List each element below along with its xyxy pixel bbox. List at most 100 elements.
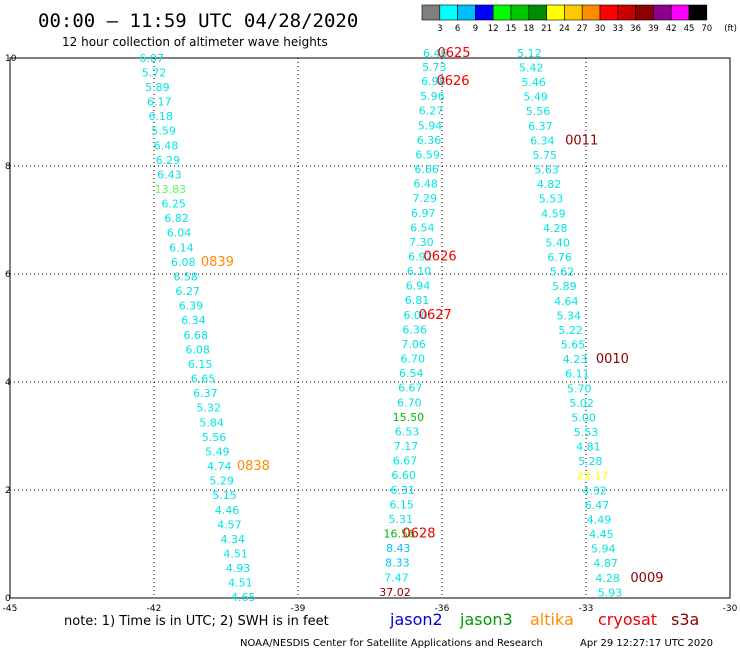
swh-value-label: 5.31 xyxy=(388,513,413,526)
swh-value-label: 5.65 xyxy=(561,339,586,352)
swh-value-label: 4.65 xyxy=(231,591,256,604)
swh-value-label: 6.07 xyxy=(139,52,164,65)
swh-value-label: 5.29 xyxy=(209,475,234,488)
swh-value-label: 4.81 xyxy=(576,441,601,454)
swh-value-label: 4.46 xyxy=(215,504,240,517)
legend-jason3: jason3 xyxy=(459,610,513,629)
swh-value-label: 6.25 xyxy=(161,198,186,211)
time-label: 0628 xyxy=(402,527,435,542)
swh-value-label: 6.27 xyxy=(175,285,200,298)
colorbar-label: (ft) xyxy=(724,24,737,34)
swh-value-label: 6.48 xyxy=(154,139,179,152)
swh-value-label: 6.47 xyxy=(585,499,610,512)
swh-value-label: 6.18 xyxy=(148,110,173,123)
swh-value-label: 4.64 xyxy=(554,295,579,308)
wave-height-marks: 6.075.725.896.176.185.596.486.296.4313.8… xyxy=(139,46,663,604)
swh-value-label: 4.51 xyxy=(228,577,253,590)
swh-value-label: 6.46 xyxy=(423,47,448,60)
swh-value-label: 4.74 xyxy=(207,460,232,473)
colorbar-swatch xyxy=(475,4,494,21)
colorbar-label: 12 xyxy=(488,24,499,34)
swh-value-label: 6.31 xyxy=(390,484,415,497)
y-tick-label: 2 xyxy=(5,486,11,496)
timestamp-text: Apr 29 12:27:17 UTC 2020 xyxy=(580,638,713,649)
swh-value-label: 6.81 xyxy=(405,294,430,307)
colorbar-label: 18 xyxy=(523,24,534,34)
y-tick-label: 6 xyxy=(5,270,11,280)
swh-value-label: 7.29 xyxy=(412,192,437,205)
swh-value-label: 6.98 xyxy=(421,75,446,88)
swh-value-label: 22.17 xyxy=(577,470,609,483)
swh-value-label: 5.62 xyxy=(550,266,575,279)
swh-value-label: 6.27 xyxy=(419,105,444,118)
colorbar-label: 33 xyxy=(612,24,623,34)
colorbar-label: 70 xyxy=(701,24,712,34)
legend-jason2: jason2 xyxy=(389,610,443,629)
swh-value-label: 4.34 xyxy=(220,533,245,546)
swh-value-label: 6.36 xyxy=(402,323,427,336)
swh-value-label: 4.32 xyxy=(582,484,607,497)
swh-value-label: 6.15 xyxy=(389,498,414,511)
x-tick-label: -42 xyxy=(147,604,162,614)
colorbar-label: 9 xyxy=(473,24,478,34)
swh-value-label: 5.49 xyxy=(523,91,548,104)
y-tick-label: 4 xyxy=(5,378,11,388)
colorbar-swatch xyxy=(528,4,547,21)
swh-value-label: 6.37 xyxy=(193,387,218,400)
swh-value-label: 7.06 xyxy=(401,338,426,351)
swh-value-label: 6.65 xyxy=(191,373,216,386)
chart-subtitle: 12 hour collection of altimeter wave hei… xyxy=(62,35,328,49)
time-label: 0626 xyxy=(436,74,469,89)
time-label: 0839 xyxy=(201,255,234,270)
swh-value-label: 5.94 xyxy=(418,119,443,132)
swh-value-label: 6.04 xyxy=(167,227,192,240)
plot-grid xyxy=(10,58,730,598)
colorbar-swatch xyxy=(564,4,583,21)
swh-value-label: 6.54 xyxy=(410,221,435,234)
swh-value-label: 6.82 xyxy=(164,212,189,225)
x-tick-label: -36 xyxy=(435,604,450,614)
y-tick-label: 10 xyxy=(5,54,17,64)
swh-value-label: 6.39 xyxy=(179,300,204,313)
swh-value-label: 5.22 xyxy=(558,324,583,337)
time-label: 0626 xyxy=(424,250,457,265)
swh-value-label: 6.53 xyxy=(395,425,420,438)
swh-value-label: 5.89 xyxy=(552,280,577,293)
swh-value-label: 6.58 xyxy=(173,270,198,283)
swh-value-label: 5.59 xyxy=(151,125,176,138)
swh-value-label: 5.63 xyxy=(534,164,559,177)
swh-value-label: 5.75 xyxy=(532,149,557,162)
colorbar-swatch xyxy=(688,4,708,21)
swh-value-label: 5.12 xyxy=(517,47,542,60)
swh-value-label: 6.10 xyxy=(407,265,432,278)
y-tick-label: 0 xyxy=(5,594,11,604)
swh-value-label: 6.43 xyxy=(157,168,182,181)
colorbar-label: 6 xyxy=(455,24,460,34)
swh-value-label: 6.34 xyxy=(530,134,555,147)
swh-value-label: 15.50 xyxy=(393,411,425,424)
swh-value-label: 37.02 xyxy=(379,586,411,599)
colorbar-swatch xyxy=(653,4,672,21)
swh-value-label: 5.72 xyxy=(142,66,167,79)
swh-value-label: 5.84 xyxy=(199,416,224,429)
swh-value-label: 4.59 xyxy=(541,207,566,220)
axis-ticks: -45 -42 -39 -36 -33 -30 0 2 4 6 8 10 xyxy=(3,54,738,614)
y-tick-label: 8 xyxy=(5,162,11,172)
swh-value-label: 6.92 xyxy=(408,251,433,264)
x-tick-label: -45 xyxy=(3,604,18,614)
colorbar-label: 36 xyxy=(630,24,641,34)
swh-value-label: 7.47 xyxy=(384,571,409,584)
swh-value-label: 6.17 xyxy=(147,96,172,109)
colorbar-swatch xyxy=(421,4,441,21)
swh-value-label: 6.54 xyxy=(399,367,424,380)
legend-s3a: s3a xyxy=(671,610,699,629)
swh-value-label: 6.59 xyxy=(415,148,440,161)
time-label: 0010 xyxy=(596,352,629,367)
swh-value-label: 6.76 xyxy=(547,251,572,264)
x-tick-label: -33 xyxy=(579,604,594,614)
credit-text: NOAA/NESDIS Center for Satellite Applica… xyxy=(240,638,543,649)
swh-value-label: 4.49 xyxy=(587,513,612,526)
swh-value-label: 6.94 xyxy=(406,280,431,293)
swh-value-label: 4.57 xyxy=(217,518,242,531)
swh-value-label: 5.89 xyxy=(145,81,170,94)
